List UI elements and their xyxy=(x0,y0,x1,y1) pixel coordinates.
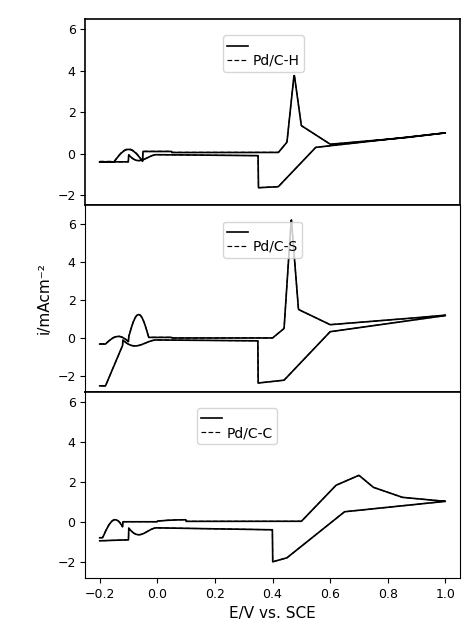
X-axis label: E/V vs. SCE: E/V vs. SCE xyxy=(229,606,316,621)
Legend: , Pd/C-S: , Pd/C-S xyxy=(223,222,302,258)
Legend: , Pd/C-H: , Pd/C-H xyxy=(223,36,303,72)
Y-axis label: i/mAcm⁻²: i/mAcm⁻² xyxy=(36,262,52,335)
Legend: , Pd/C-C: , Pd/C-C xyxy=(197,408,277,444)
